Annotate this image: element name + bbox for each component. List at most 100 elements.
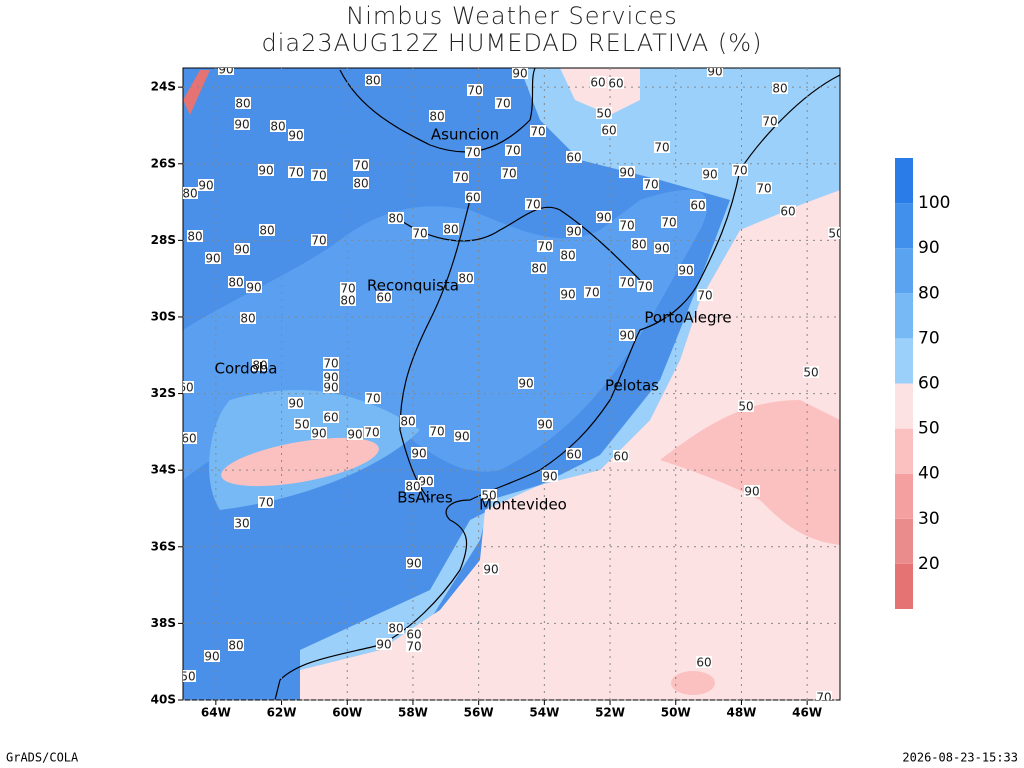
contour-label: 70 <box>311 234 326 248</box>
contour-label: 70 <box>311 169 326 183</box>
contour-label: 70 <box>495 97 510 111</box>
colorbar-swatch <box>895 383 913 429</box>
contour-label-bg <box>537 240 553 252</box>
x-tick-label: 60W <box>332 706 362 720</box>
contour-label: 90 <box>566 225 581 239</box>
contour-label-bg <box>183 670 196 682</box>
contour-label-bg <box>566 448 582 460</box>
contour-label: 90 <box>654 242 669 256</box>
contour-label: 90 <box>619 329 634 343</box>
contour-label: 70 <box>619 219 634 233</box>
city-label: BsAires <box>397 489 453 507</box>
contour-label-bg <box>732 164 748 176</box>
contour-label-bg <box>388 212 404 224</box>
contour-label-bg <box>608 77 624 89</box>
contour-label-bg <box>364 426 380 438</box>
contour-label: 60 <box>181 432 196 446</box>
contour-label: 90 <box>454 430 469 444</box>
contour-label: 80 <box>235 97 250 111</box>
contour-label: 60 <box>780 205 795 219</box>
colorbar-swatch <box>895 473 913 519</box>
contour-label-bg <box>678 264 694 276</box>
contour-label-bg <box>406 640 422 652</box>
colorbar-label: 30 <box>918 509 940 529</box>
contour-label-bg <box>376 638 392 650</box>
city-label: Montevideo <box>479 496 567 514</box>
contour-label-bg <box>294 418 310 430</box>
contour-label: 80 <box>429 110 444 124</box>
contour-label: 70 <box>505 144 520 158</box>
contour-label: 90 <box>258 164 273 178</box>
contour-label: 90 <box>246 281 261 295</box>
contour-label: 80 <box>187 230 202 244</box>
contour-label-bg <box>531 262 547 274</box>
city-label: Asuncion <box>431 126 499 144</box>
contour-label: 70 <box>619 276 634 290</box>
contour-label: 90 <box>537 418 552 432</box>
contour-label: 80 <box>772 82 787 96</box>
contour-label-bg <box>234 118 250 130</box>
contour-label-bg <box>340 282 356 294</box>
contour-label: 70 <box>756 182 771 196</box>
x-tick-label: 52W <box>595 706 625 720</box>
contour-label: 70 <box>429 425 444 439</box>
contour-label-bg <box>258 164 274 176</box>
contour-label: 70 <box>453 171 468 185</box>
colorbar-swatch <box>895 158 913 204</box>
y-tick-label: 38S <box>151 616 176 630</box>
contour-label-bg <box>518 377 534 389</box>
contour-label: 60 <box>566 151 581 165</box>
contour-label: 70 <box>537 240 552 254</box>
contour-label-bg <box>270 120 286 132</box>
contour-label: 80 <box>228 276 243 290</box>
contour-label-bg <box>311 427 327 439</box>
colorbar-swatch <box>895 428 913 474</box>
contour-label-bg <box>738 400 754 412</box>
contour-label: 70 <box>816 691 831 705</box>
contour-label-bg <box>690 199 706 211</box>
contour-label: 90 <box>542 470 557 484</box>
contour-label-bg <box>619 276 635 288</box>
contour-label: 90 <box>311 427 326 441</box>
contour-label: 90 <box>418 475 433 489</box>
contour-label-bg <box>400 415 416 427</box>
field-red <box>671 671 715 695</box>
contour-label: 60 <box>608 77 623 91</box>
city-label: Reconquista <box>367 277 459 295</box>
contour-label-bg <box>566 151 582 163</box>
colorbar-swatch <box>895 203 913 249</box>
contour-label: 60 <box>566 448 581 462</box>
contour-label: 50 <box>294 418 309 432</box>
contour-label-bg <box>288 397 304 409</box>
contour-label-bg <box>454 430 470 442</box>
contour-label-bg <box>631 238 647 250</box>
contour-label-bg <box>596 107 612 119</box>
contour-label: 80 <box>388 622 403 636</box>
contour-label: 60 <box>323 411 338 425</box>
contour-label-bg <box>353 159 369 171</box>
contour-label-bg <box>501 167 517 179</box>
contour-label-bg <box>205 252 221 264</box>
contour-label-bg <box>780 205 796 217</box>
contour-label-bg <box>323 411 339 423</box>
contour-label-bg <box>613 450 629 462</box>
contour-label: 80 <box>240 312 255 326</box>
contour-label-bg <box>235 97 251 109</box>
colorbar-label: 100 <box>918 193 950 213</box>
contour-label: 70 <box>412 227 427 241</box>
contour-label-bg <box>406 557 422 569</box>
contour-label: 70 <box>288 166 303 180</box>
contour-label-bg <box>525 198 541 210</box>
contour-label-bg <box>218 68 234 75</box>
colorbar-swatch <box>895 338 913 384</box>
contour-label-bg <box>772 82 788 94</box>
contour-label: 60 <box>590 76 605 90</box>
colorbar-swatch <box>895 248 913 294</box>
contour-label-bg <box>252 359 268 371</box>
contour-label-bg <box>204 650 220 662</box>
contour-label: 90 <box>376 638 391 652</box>
contour-label-bg <box>643 178 659 190</box>
contour-label: 60 <box>601 124 616 138</box>
colorbar-swatch <box>895 563 913 609</box>
